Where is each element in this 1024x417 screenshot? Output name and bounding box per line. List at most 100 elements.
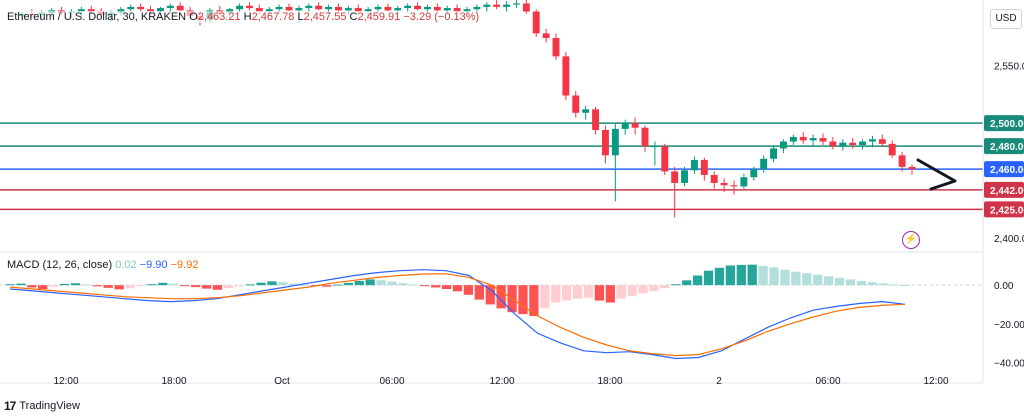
- macd-histogram-bar: [441, 285, 452, 290]
- candle-body: [878, 139, 886, 144]
- macd-histogram-bar: [878, 283, 888, 286]
- macd-histogram-bar: [736, 264, 746, 286]
- macd-histogram-bar: [703, 270, 714, 286]
- macd-histogram-bar: [889, 284, 899, 286]
- signal-line: [9, 273, 906, 357]
- macd-histogram-bar: [289, 283, 299, 286]
- candle-body: [839, 142, 847, 147]
- macd-histogram-bar: [823, 276, 834, 286]
- level-label: 2,480.00: [990, 142, 1024, 153]
- candle-body: [493, 4, 501, 7]
- macd-hist-value: 0.02: [115, 259, 137, 271]
- ohlc-values: O2,463.21 H2,467.78 L2,457.55 C2,459.91 …: [189, 11, 479, 23]
- macd-histogram-bar: [245, 284, 255, 286]
- candle-body: [730, 185, 738, 187]
- low-value: 2,457.55: [303, 11, 347, 23]
- price-legend: Ethereum / U.S. Dollar, 30, KRAKEN O2,46…: [7, 11, 480, 23]
- candle-body: [641, 127, 649, 147]
- candle-body: [789, 136, 797, 142]
- macd-histogram-bar: [409, 284, 419, 286]
- candle-body: [473, 6, 481, 10]
- macd-histogram-bar: [387, 281, 397, 286]
- macd-signal-value: −9.92: [170, 259, 199, 271]
- candlestick-series: [18, 0, 916, 218]
- candle-body: [908, 166, 916, 170]
- candle-body: [364, 9, 372, 12]
- macd-histogram-bar: [660, 285, 670, 289]
- candle-body: [354, 8, 362, 12]
- macd-histogram-bar: [682, 280, 692, 286]
- candle-body: [552, 37, 560, 57]
- macd-histogram-bar: [802, 273, 812, 286]
- candle-body: [542, 33, 550, 38]
- macd-histogram-bar: [267, 281, 277, 286]
- candle-body: [503, 4, 511, 7]
- candle-body: [137, 6, 145, 10]
- candle-body: [166, 5, 174, 9]
- macd-histogram-bar: [190, 285, 201, 288]
- open-label: O: [189, 11, 198, 23]
- macd-title[interactable]: MACD (12, 26, close): [7, 259, 113, 271]
- macd-histogram-bar: [114, 285, 124, 290]
- macd-histogram-bar: [125, 285, 135, 289]
- candle-body: [829, 141, 837, 147]
- symbol-name[interactable]: Ethereum / U.S. Dollar, 30, KRAKEN: [7, 11, 187, 23]
- lightning-icon[interactable]: ⚡: [902, 231, 920, 249]
- macd-histogram-bar: [605, 285, 615, 303]
- macd-histogram-bar: [179, 285, 190, 287]
- candle-body: [483, 4, 491, 7]
- candle-body: [750, 169, 758, 178]
- macd-histogram-bar: [856, 280, 866, 286]
- macd-histogram-bar: [671, 284, 681, 286]
- macd-histogram-bar: [714, 267, 725, 286]
- change-value: −3.29 (−0.13%): [403, 11, 480, 23]
- axes: 2,550.00 2,400.00 12:00 18:00 Oct 06:00 12:00 1…: [0, 0, 1024, 387]
- level-label-bg: [984, 115, 1024, 132]
- candle-body: [779, 141, 787, 149]
- candle-body: [710, 174, 718, 183]
- trend-arrow-annotation[interactable]: [916, 158, 957, 191]
- macd-histogram-bar: [834, 277, 845, 286]
- candle-body: [334, 6, 342, 11]
- level-label: 2,460.00: [990, 165, 1024, 176]
- candle-body: [631, 123, 639, 128]
- candle-body: [760, 158, 768, 170]
- candle-body: [236, 5, 244, 10]
- candle-body: [898, 155, 906, 167]
- candle-body: [325, 6, 333, 10]
- candle-body: [592, 109, 600, 131]
- candle-body: [582, 109, 590, 113]
- macd-histogram-bar: [594, 285, 605, 301]
- candle-body: [285, 6, 293, 11]
- macd-histogram-bar: [332, 284, 343, 286]
- candle-body: [77, 9, 85, 12]
- horizontal-levels[interactable]: 2,500.00 2,480.00 2,460.00 2,442.00 2,425.00: [0, 115, 1024, 218]
- candle-body: [443, 8, 451, 11]
- candle-body: [720, 182, 728, 186]
- currency-button[interactable]: USD: [990, 9, 1022, 29]
- time-tick-label: 18:00: [597, 376, 622, 387]
- candle-body: [651, 146, 659, 148]
- candle-body: [512, 3, 520, 5]
- candle-body: [661, 146, 669, 172]
- macd-histogram-bar: [518, 285, 528, 315]
- macd-histogram-bar: [354, 280, 364, 286]
- candle-body: [809, 138, 817, 141]
- macd-histogram-bar: [158, 282, 168, 286]
- macd-histogram-bar: [431, 285, 441, 288]
- macd-histogram-bar: [321, 285, 332, 287]
- macd-histogram-bar: [496, 285, 506, 309]
- macd-tick-label: −20.00: [994, 320, 1024, 331]
- high-label: H: [243, 11, 252, 23]
- candle-body: [87, 9, 95, 12]
- macd-histogram-bar: [747, 264, 757, 286]
- tradingview-logo[interactable]: 17 TradingView: [4, 399, 80, 413]
- macd-histogram-bar: [627, 285, 637, 296]
- macd-tick-label: 0.00: [994, 281, 1014, 292]
- macd-histogram-bar: [16, 283, 26, 286]
- macd-histogram-bar: [136, 285, 146, 287]
- macd-histogram-bar: [92, 285, 102, 287]
- candle-body: [433, 6, 441, 11]
- candle-body: [275, 6, 283, 10]
